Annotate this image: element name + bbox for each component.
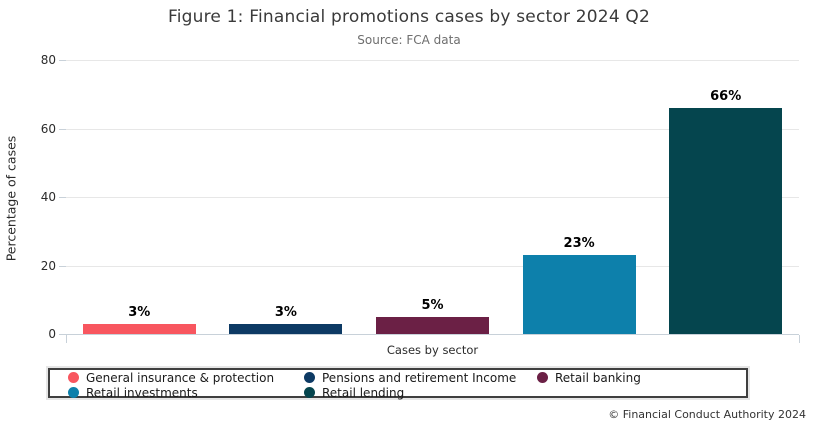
chart-title: Figure 1: Financial promotions cases by …: [167, 7, 651, 27]
bar-value-label-5: 66%: [710, 88, 742, 104]
plot-area: [66, 60, 799, 335]
legend-swatch-2: [304, 372, 315, 383]
legend-item-1: General insurance & protection: [68, 371, 304, 385]
bar-value-label-4: 23%: [563, 236, 595, 252]
chart-subtitle: Source: FCA data: [357, 33, 461, 47]
legend-swatch-5: [304, 387, 315, 398]
bar-1: [82, 323, 196, 334]
bar-value-label-2: 3%: [274, 304, 297, 320]
legend: General insurance & protection Pensions a…: [48, 368, 748, 400]
x-axis-end-tick-0: [66, 335, 67, 343]
legend-swatch-1: [68, 372, 79, 383]
legend-item-3: Retail banking: [537, 371, 746, 385]
y-tick-label-80: 80: [40, 53, 56, 67]
copyright-text: © Financial Conduct Authority 2024: [608, 408, 806, 421]
legend-label-5: Retail lending: [322, 385, 405, 400]
legend-label-1: General insurance & protection: [86, 370, 275, 385]
y-tick-mark-20: [59, 265, 66, 267]
bar-2: [229, 323, 343, 334]
bar-4: [522, 255, 636, 334]
y-tick-label-20: 20: [40, 258, 56, 273]
legend-label-2: Pensions and retirement Income: [322, 370, 517, 385]
legend-label-3: Retail banking: [555, 370, 641, 385]
legend-item-5: Retail lending: [304, 386, 537, 400]
legend-label-4: Retail investments: [86, 385, 198, 400]
x-axis-end-tick-1: [799, 335, 800, 343]
x-axis-title: Cases by sector: [386, 343, 479, 357]
y-tick-label-40: 40: [40, 190, 56, 204]
y-tick-mark-40: [59, 197, 66, 198]
legend-item-2: Pensions and retirement Income: [304, 371, 537, 385]
gridline-40: [66, 197, 799, 198]
legend-swatch-4: [68, 387, 79, 398]
y-tick-label-0: 0: [48, 327, 56, 341]
gridline-80: [66, 60, 799, 61]
bar-5: [669, 107, 783, 334]
legend-item-4: Retail investments: [68, 386, 304, 400]
y-tick-label-60: 60: [40, 121, 56, 136]
bar-value-label-1: 3%: [128, 304, 151, 320]
gridline-60: [66, 128, 799, 130]
gridline-20: [66, 265, 799, 267]
y-tick-mark-60: [59, 128, 66, 130]
y-tick-mark-80: [59, 60, 66, 61]
bar-value-label-3: 5%: [421, 297, 444, 313]
legend-swatch-3: [537, 372, 548, 383]
y-tick-mark-0: [59, 334, 66, 335]
bar-3: [376, 316, 489, 334]
